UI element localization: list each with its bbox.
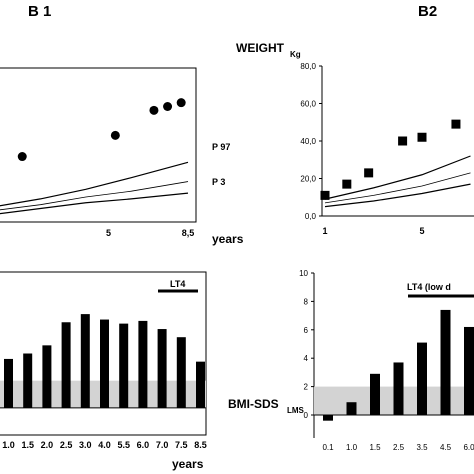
b1-curve-label-p97: P 97 xyxy=(212,142,230,152)
b2-bmi-bar xyxy=(323,415,333,421)
b2-weight-point xyxy=(320,190,330,200)
b1-bmi-x-tick: 4.0 xyxy=(98,440,111,450)
b1-bmi-bar xyxy=(80,314,90,408)
b1-bmi-bar xyxy=(4,358,13,408)
b2-bmi-y-tick: 10 xyxy=(299,269,308,278)
b2-weight-y-tick: 80,0 xyxy=(300,62,316,71)
b2-bmi-x-tick: 4.5 xyxy=(440,443,452,452)
b1-bmi-bar xyxy=(119,323,129,408)
b2-bmi-x-tick: 1.5 xyxy=(369,443,381,452)
b1-bmi-x-tick: 5.5 xyxy=(117,440,130,450)
b1-weight-x-tick: 5 xyxy=(106,228,111,238)
b1-bmi-bar xyxy=(61,322,71,408)
b1-bmi-bar xyxy=(157,329,167,408)
panel-title-b2: B2 xyxy=(418,3,437,20)
b1-bmi-x-tick: 1.0 xyxy=(2,440,15,450)
b1-weight-point xyxy=(149,105,159,115)
b2-bmi-y-tick: 0 xyxy=(304,411,309,420)
b2-weight-x-tick: 5 xyxy=(419,226,424,236)
b2-weight-y-tick: 60,0 xyxy=(300,100,316,109)
b1-bmi-x-tick: 8.5 xyxy=(194,440,207,450)
b1-weight-plot-frame xyxy=(0,67,197,223)
b1-bmi-x-tick: 7.0 xyxy=(156,440,169,450)
bmi-axis-label-sub: LMS xyxy=(287,406,305,415)
b2-percentile-curve xyxy=(324,155,471,200)
b1-bmi-bar xyxy=(42,345,52,408)
b2-bmi-x-tick: 3.5 xyxy=(416,443,428,452)
b1-bmi-x-tick: 6.0 xyxy=(137,440,150,450)
b2-bmi-x-tick: 2.5 xyxy=(393,443,405,452)
b1-bmi-plot-frame xyxy=(0,271,207,436)
panel-title-b1: B 1 xyxy=(28,3,51,20)
b2-weight-point xyxy=(451,119,461,129)
weight-axis-label: WEIGHT xyxy=(236,41,285,55)
b2-weight-y-tick: 20,0 xyxy=(300,175,316,184)
b1-weight-point xyxy=(176,98,186,108)
b2-weight-point xyxy=(342,179,352,189)
b2-weight-point xyxy=(417,132,427,142)
b2-weight-point xyxy=(364,168,374,178)
b2-bmi-y-tick: 4 xyxy=(304,354,309,363)
b1-bmi-bar xyxy=(100,319,109,408)
b2-bmi-x-tick: 1.0 xyxy=(346,443,358,452)
b1-weight-x-tick: 8,5 xyxy=(182,228,195,238)
b2-percentile-curve xyxy=(324,172,471,204)
b2-bmi-bar xyxy=(370,373,380,415)
b1-weight-point xyxy=(17,152,27,162)
b2-weight-panel: 0,0 20,0 40,0 60,0 80,0 1 5 xyxy=(300,62,474,236)
b1-weight-panel: 5 8,5 P 97 P 3 years xyxy=(0,67,244,246)
b2-percentile-curve xyxy=(324,183,471,208)
b1-percentile-curve xyxy=(0,161,189,207)
b2-bmi-bar xyxy=(440,309,451,415)
b1-percentile-curve xyxy=(0,181,189,211)
b1-curve-label-p3: P 3 xyxy=(212,177,225,187)
b2-bmi-bar xyxy=(393,362,404,415)
b2-lt4-label: LT4 (low d xyxy=(407,282,451,292)
b1-bmi-bar xyxy=(23,353,33,408)
b2-bmi-x-tick: 6.0 xyxy=(463,443,474,452)
b2-weight-y-tick: 40,0 xyxy=(300,137,316,146)
b2-weight-x-tick: 1 xyxy=(322,226,327,236)
b1-bmi-x-tick: 1.5 xyxy=(21,440,34,450)
b1-percentile-curve xyxy=(0,192,189,215)
b1-weight-point xyxy=(163,102,173,111)
b1-weight-xlabel: years xyxy=(212,232,244,246)
b2-bmi-panel: 0 2 4 6 8 10 0.1 1.0 1.5 2.5 3.5 4.5 6.0 LT4 (low d xyxy=(299,269,474,452)
b1-bmi-xlabel: years xyxy=(172,457,204,471)
b1-bmi-bar xyxy=(138,320,148,408)
b1-bmi-panel: 1.0 1.5 2.0 2.5 3.0 4.0 5.5 6.0 7.0 7.5 8.5 LT4 BM… xyxy=(0,271,305,471)
b1-bmi-x-tick: 2.0 xyxy=(41,440,54,450)
b1-bmi-x-tick: 7.5 xyxy=(175,440,188,450)
b1-bmi-x-tick: 2.5 xyxy=(60,440,73,450)
weight-axis-label-sub: Kg xyxy=(290,50,301,59)
b2-bmi-y-tick: 2 xyxy=(304,383,309,392)
b1-bmi-bar xyxy=(176,337,186,408)
b2-bmi-y-tick: 6 xyxy=(304,326,309,335)
b2-bmi-bar xyxy=(417,342,427,415)
b2-bmi-bar xyxy=(346,402,357,415)
b1-bmi-x-tick: 3.0 xyxy=(79,440,92,450)
b2-weight-y-tick: 0,0 xyxy=(305,212,317,221)
b2-bmi-bar xyxy=(464,326,474,415)
b2-bmi-y-tick: 8 xyxy=(304,297,309,306)
b2-weight-point xyxy=(398,136,408,146)
b1-bmi-bar xyxy=(196,361,205,408)
b1-weight-point xyxy=(110,130,120,140)
b2-bmi-x-tick: 0.1 xyxy=(322,443,334,452)
b1-lt4-label: LT4 xyxy=(170,279,185,289)
bmi-axis-label: BMI-SDS xyxy=(228,397,279,411)
